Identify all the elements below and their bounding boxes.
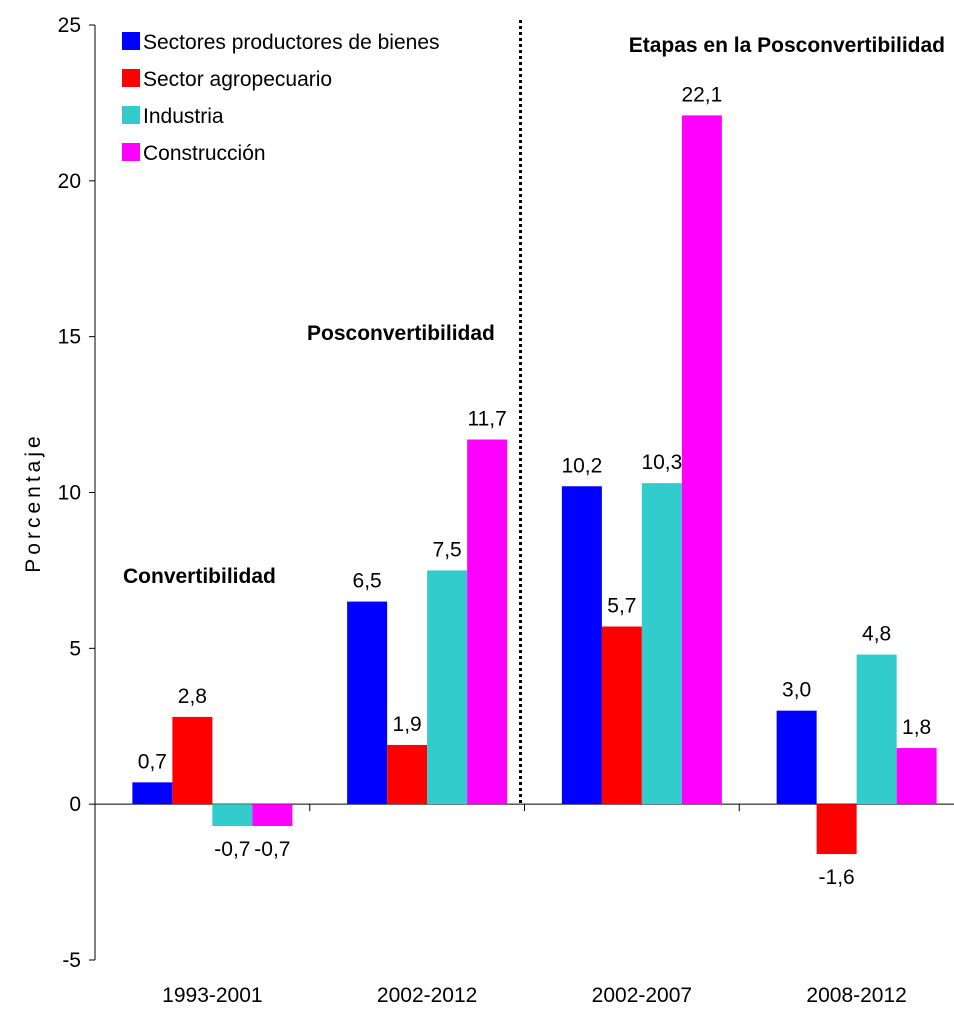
y-tick-label: -5 xyxy=(62,949,81,972)
bar xyxy=(856,654,897,805)
data-label: -1,6 xyxy=(819,866,855,889)
annotation: Convertibilidad xyxy=(123,565,276,588)
bar xyxy=(896,748,937,805)
bar xyxy=(641,483,682,805)
x-tick-label: 2008-2012 xyxy=(806,984,906,1007)
legend-label: Sectores productores de bienes xyxy=(143,31,440,54)
legend-swatch xyxy=(122,69,140,87)
bars xyxy=(132,115,937,855)
legend-label: Construcción xyxy=(143,142,266,165)
bar xyxy=(427,570,468,805)
legend-swatch xyxy=(122,106,140,124)
data-label: 1,9 xyxy=(393,713,422,736)
data-label: 2,8 xyxy=(178,685,207,708)
y-tick-label: 20 xyxy=(58,170,81,193)
legend-swatch xyxy=(122,32,140,50)
bar xyxy=(816,804,857,855)
y-tick-label: 5 xyxy=(69,637,81,660)
data-label: 10,3 xyxy=(641,451,682,474)
bar xyxy=(387,744,428,805)
y-tick-label: 0 xyxy=(69,793,81,816)
x-tick-label: 2002-2007 xyxy=(592,984,692,1007)
bar xyxy=(776,710,817,805)
data-label: 11,7 xyxy=(467,408,506,431)
data-label: 4,8 xyxy=(862,623,891,646)
annotations: Convertibilidad Posconvertibilidad Etapas … xyxy=(123,20,945,805)
legend: Sectores productores de bienes Sector agr… xyxy=(122,31,440,165)
data-label: 3,0 xyxy=(782,679,811,702)
x-tick-label: 2002-2012 xyxy=(377,984,477,1007)
bar xyxy=(347,601,388,805)
data-label: -0,7 xyxy=(214,838,250,861)
legend-label: Industria xyxy=(143,105,224,128)
y-axis-title: Porcentaje xyxy=(22,432,45,572)
bar xyxy=(212,804,253,826)
bar xyxy=(172,716,213,805)
value-labels: 0,7 6,5 10,2 3,0 2,8 1,9 5,7 -1,6 -0,7 7,5 10,3 4,8… xyxy=(138,83,931,889)
data-label: 10,2 xyxy=(561,454,602,477)
bar xyxy=(681,115,722,805)
bar xyxy=(252,804,293,826)
annotation: Etapas en la Posconvertibilidad xyxy=(629,34,945,57)
data-label: 6,5 xyxy=(353,570,382,593)
legend-swatch xyxy=(122,143,140,161)
bar xyxy=(467,439,508,805)
data-label: 22,1 xyxy=(681,83,722,106)
x-tick-label: 1993-2001 xyxy=(162,984,262,1007)
data-label: 0,7 xyxy=(138,750,167,773)
bar xyxy=(601,626,642,805)
data-label: 5,7 xyxy=(607,595,636,618)
data-label: 1,8 xyxy=(902,716,931,739)
data-label: -0,7 xyxy=(254,838,290,861)
bar xyxy=(561,486,602,805)
y-tick-label: 15 xyxy=(58,326,81,349)
y-tick-label: 25 xyxy=(58,14,81,37)
bar xyxy=(132,782,173,805)
annotation: Posconvertibilidad xyxy=(307,322,495,345)
legend-label: Sector agropecuario xyxy=(143,68,332,91)
y-tick-label: 10 xyxy=(58,482,81,505)
axes: -5 0 5 10 15 20 25 Porcentaje 1993-2001 2002-2012… xyxy=(22,14,954,1007)
data-label: 7,5 xyxy=(433,538,462,561)
